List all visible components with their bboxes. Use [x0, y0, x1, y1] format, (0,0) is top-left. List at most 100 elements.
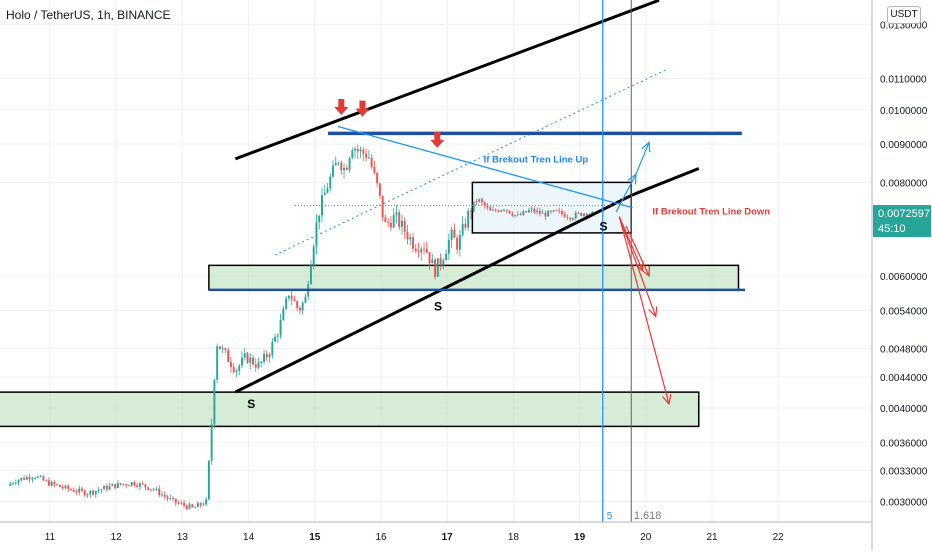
- descending-trendline: [337, 125, 633, 209]
- candle-body: [174, 498, 177, 503]
- candle-body: [351, 150, 354, 159]
- candles: [9, 144, 594, 511]
- candle-body: [318, 215, 321, 223]
- y-tick-label: 0.0030000: [880, 498, 928, 509]
- candle-body: [163, 494, 166, 497]
- candle-body: [238, 365, 241, 371]
- candle-body: [387, 222, 390, 223]
- candle-body: [298, 307, 301, 311]
- last-price-tag: 0.0072597 45:10: [873, 205, 931, 237]
- breakout-up-arrow: [615, 174, 637, 213]
- candle-body: [412, 237, 414, 249]
- candle-body: [423, 248, 425, 250]
- candle-body: [227, 350, 230, 362]
- x-tick-label: 22: [773, 532, 785, 543]
- candle-body: [367, 157, 370, 159]
- candle-body: [293, 299, 296, 302]
- candle-body: [67, 485, 70, 490]
- candle-body: [78, 488, 81, 493]
- candle-body: [105, 486, 108, 490]
- support-label-3: S: [599, 220, 607, 234]
- x-tick-label: 15: [309, 532, 321, 543]
- y-tick-label: 0.0090000: [880, 140, 928, 151]
- support-label-1: S: [247, 397, 255, 411]
- candle-body: [431, 259, 434, 264]
- candle-body: [287, 295, 290, 299]
- candle-body: [260, 361, 263, 363]
- candle-body: [332, 165, 334, 177]
- candle-body: [467, 210, 470, 228]
- candle-body: [362, 149, 365, 154]
- candle-body: [414, 248, 417, 252]
- candle-body: [114, 484, 117, 488]
- candle-body: [166, 496, 169, 499]
- candle-body: [428, 252, 431, 264]
- candle-body: [583, 213, 585, 216]
- candle-body: [560, 210, 563, 215]
- candle-body: [53, 481, 56, 485]
- candle-body: [158, 488, 161, 496]
- channel-support-extension: [632, 167, 700, 197]
- candle-body: [246, 353, 249, 363]
- x-tick-label: 16: [375, 532, 387, 543]
- x-tick-label: 21: [706, 532, 718, 543]
- candle-body: [12, 482, 15, 484]
- candle-body: [89, 490, 92, 495]
- candle-body: [555, 210, 558, 212]
- support-zones: [0, 181, 740, 428]
- y-tick-label: 0.0130000: [880, 20, 928, 31]
- candle-body: [348, 158, 351, 170]
- candle-body: [312, 246, 315, 266]
- candle-body: [420, 248, 423, 253]
- candle-body: [522, 211, 525, 216]
- candle-body: [86, 494, 89, 496]
- candle-body: [326, 188, 329, 193]
- candle-body: [177, 502, 180, 504]
- breakout-down-arrow-4-head: [641, 266, 650, 278]
- candle-body: [45, 480, 48, 482]
- candle-body: [445, 253, 448, 261]
- candle-body: [191, 504, 194, 507]
- candle-body: [503, 209, 505, 211]
- candle-body: [398, 212, 401, 227]
- candle-body: [180, 502, 183, 504]
- candle-body: [461, 223, 464, 235]
- x-tick-label: 12: [111, 532, 123, 543]
- candle-body: [216, 346, 219, 380]
- candle-body: [119, 483, 122, 485]
- red-down-marker: [355, 100, 370, 117]
- candle-body: [92, 490, 94, 495]
- candle-body: [133, 482, 136, 486]
- candle-body: [574, 212, 577, 219]
- candle-body: [56, 484, 59, 486]
- candle-body: [439, 258, 442, 266]
- candle-body: [406, 231, 409, 240]
- candle-body: [400, 220, 403, 227]
- candle-body: [218, 346, 221, 350]
- candle-body: [274, 336, 277, 342]
- candle-body: [492, 209, 494, 211]
- candle-body: [141, 483, 144, 485]
- candle-body: [436, 258, 439, 277]
- candle-body: [525, 211, 528, 213]
- drawings: If Brekout Tren Line Up If Brekout Tren L…: [208, 0, 770, 522]
- candle-body: [469, 210, 472, 212]
- candle-body: [450, 229, 453, 240]
- candle-body: [301, 302, 304, 311]
- candle-body: [290, 295, 293, 300]
- candle-body: [389, 222, 392, 228]
- candle-body: [207, 460, 210, 500]
- candle-body: [541, 212, 544, 214]
- breakout-down-arrow-2-head: [648, 306, 658, 318]
- candle-body: [271, 341, 274, 356]
- candle-body: [213, 379, 216, 425]
- candle-body: [478, 199, 481, 202]
- candle-body: [116, 483, 119, 488]
- candle-body: [323, 192, 326, 196]
- currency-badge[interactable]: USDT: [887, 6, 921, 24]
- candle-body: [94, 490, 97, 495]
- candle-body: [480, 199, 483, 203]
- candle-body: [475, 201, 478, 203]
